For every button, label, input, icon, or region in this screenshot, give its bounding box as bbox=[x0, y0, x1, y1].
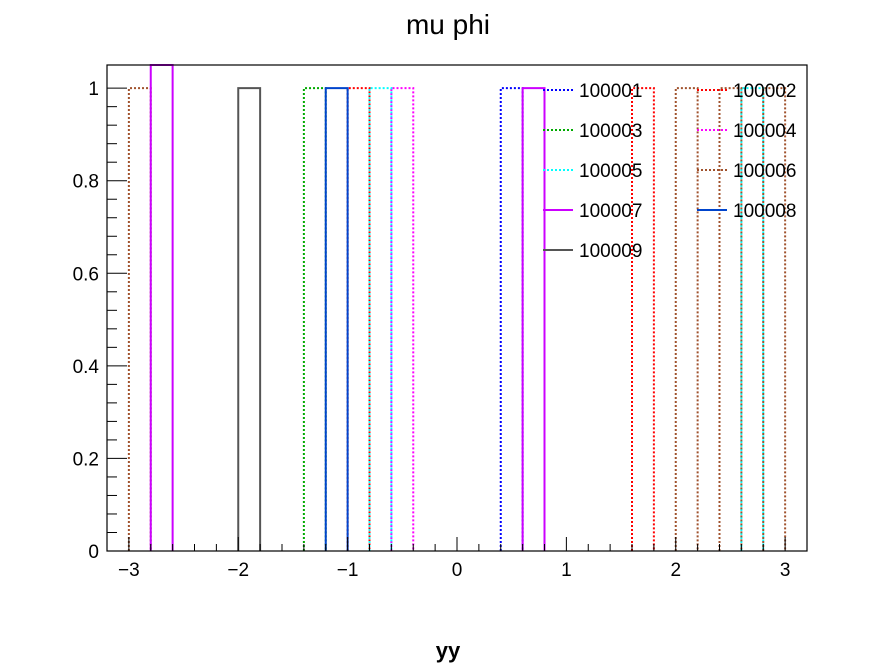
x-axis-label: yy bbox=[436, 638, 461, 663]
legend-label: 100001 bbox=[579, 81, 642, 102]
legend-item-100006: 100006 bbox=[697, 161, 796, 182]
bar-100006-1 bbox=[674, 87, 699, 551]
series-100001 bbox=[499, 87, 524, 551]
x-tick-label: −3 bbox=[118, 560, 140, 581]
legend-label: 100008 bbox=[733, 201, 796, 222]
y-tick-label: 0 bbox=[88, 542, 99, 563]
y-tick-label: 0.2 bbox=[73, 449, 99, 470]
y-tick-label: 0.8 bbox=[73, 172, 99, 193]
bar-100006-3 bbox=[762, 87, 787, 551]
x-tick-label: −2 bbox=[227, 560, 249, 581]
legend-item-100002: 100002 bbox=[697, 81, 796, 102]
legend-label: 100005 bbox=[579, 161, 642, 182]
legend-item-100009: 100009 bbox=[543, 241, 642, 262]
legend-item-100003: 100003 bbox=[543, 121, 642, 142]
y-tick-label: 0.4 bbox=[73, 357, 100, 378]
plot-frame bbox=[106, 64, 808, 552]
chart-title: mu phi bbox=[406, 9, 490, 40]
y-tick-label: 0.6 bbox=[73, 264, 99, 285]
bar-100003-0 bbox=[302, 87, 327, 551]
legend-item-100007: 100007 bbox=[543, 201, 642, 222]
bar-100005-0 bbox=[368, 87, 393, 551]
axes: −3 −2 −1 0 1 2 3 0 0.2 0.4 0.6 0.8 1 bbox=[73, 79, 808, 581]
bar-100001-0 bbox=[499, 87, 524, 551]
bar-100008-0 bbox=[324, 87, 349, 551]
series-100005 bbox=[368, 87, 765, 551]
bar-100002-0 bbox=[346, 87, 371, 551]
bar-100004-0 bbox=[390, 87, 415, 551]
legend-label: 100003 bbox=[579, 121, 642, 142]
series-100002 bbox=[346, 87, 655, 551]
x-tick-label: −1 bbox=[337, 560, 359, 581]
x-tick-label: 0 bbox=[452, 560, 463, 581]
series-100009 bbox=[237, 87, 262, 551]
legend-item-100008: 100008 bbox=[697, 201, 796, 222]
bar-100009-0 bbox=[237, 87, 262, 551]
bar-100005-1 bbox=[740, 87, 765, 551]
legend-item-100004: 100004 bbox=[697, 121, 797, 142]
bar-100006-0 bbox=[127, 87, 152, 551]
bar-100002-1 bbox=[631, 87, 655, 551]
legend-item-100001: 100001 bbox=[543, 81, 642, 102]
series-100008 bbox=[324, 87, 349, 551]
plot-area bbox=[127, 64, 787, 551]
legend-label: 100006 bbox=[733, 161, 796, 182]
bar-100006-2 bbox=[718, 87, 743, 551]
legend-label: 100002 bbox=[733, 81, 796, 102]
bar-100007-0 bbox=[149, 64, 174, 551]
series-100004 bbox=[390, 87, 415, 551]
legend-item-100005: 100005 bbox=[543, 161, 642, 182]
series-100006 bbox=[127, 87, 787, 551]
x-tick-label: 2 bbox=[670, 560, 681, 581]
bar-100007-1 bbox=[521, 87, 546, 551]
y-tick-label: 1 bbox=[88, 79, 99, 100]
x-tick-label: 1 bbox=[561, 560, 572, 581]
series-100003 bbox=[302, 87, 327, 551]
legend-label: 100009 bbox=[579, 241, 642, 262]
legend: 100001 100002 100003 100004 100005 100006 1000… bbox=[543, 81, 797, 262]
legend-label: 100004 bbox=[733, 121, 797, 142]
x-tick-label: 3 bbox=[780, 560, 791, 581]
legend-label: 100007 bbox=[579, 201, 642, 222]
